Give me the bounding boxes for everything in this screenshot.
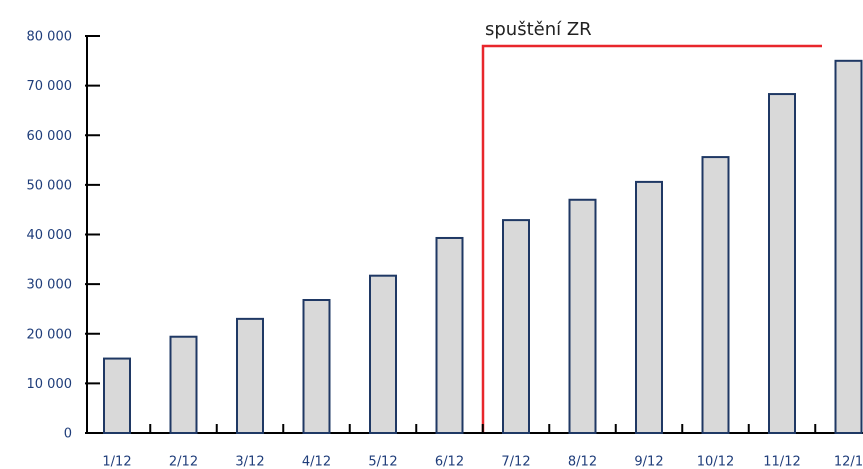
bar [701, 156, 730, 435]
x-tick-label: 4/12 [302, 455, 331, 469]
launch-marker [481, 44, 822, 433]
x-tick-label: 5/12 [368, 455, 397, 469]
y-tick-label: 60 000 [27, 129, 73, 144]
x-tick-label: 12/1 [834, 455, 863, 469]
y-tick-label: 80 000 [27, 30, 73, 45]
x-tick-label: 9/12 [634, 455, 663, 469]
y-tick-label: 50 000 [27, 178, 73, 193]
bar [635, 180, 663, 434]
x-tick-label: 1/12 [102, 455, 131, 469]
bar [369, 274, 397, 434]
bar [236, 317, 264, 434]
y-tick-label: 10 000 [27, 377, 73, 392]
y-tick-label: 40 000 [27, 228, 73, 243]
y-tick-label: 0 [64, 427, 72, 442]
bar [834, 59, 863, 434]
bar [768, 93, 796, 434]
bar [302, 299, 331, 434]
x-tick-label: 11/12 [763, 455, 800, 469]
bar [435, 236, 464, 434]
y-tick-label: 70 000 [27, 79, 73, 94]
annotation: spuštění ZR [485, 19, 592, 40]
x-tick-label: 10/12 [697, 455, 734, 469]
bar [568, 198, 597, 434]
bar [502, 219, 530, 434]
x-tick-label: 3/12 [235, 455, 264, 469]
x-tick-label: 6/12 [435, 455, 464, 469]
x-tick-label: 7/12 [501, 455, 530, 469]
y-tick-label: 30 000 [27, 278, 73, 293]
y-tick-label: 20 000 [27, 327, 73, 342]
x-tick-label: 8/12 [568, 455, 597, 469]
bar [169, 335, 198, 435]
x-tick-label: 2/12 [169, 455, 198, 469]
bar [103, 357, 131, 434]
